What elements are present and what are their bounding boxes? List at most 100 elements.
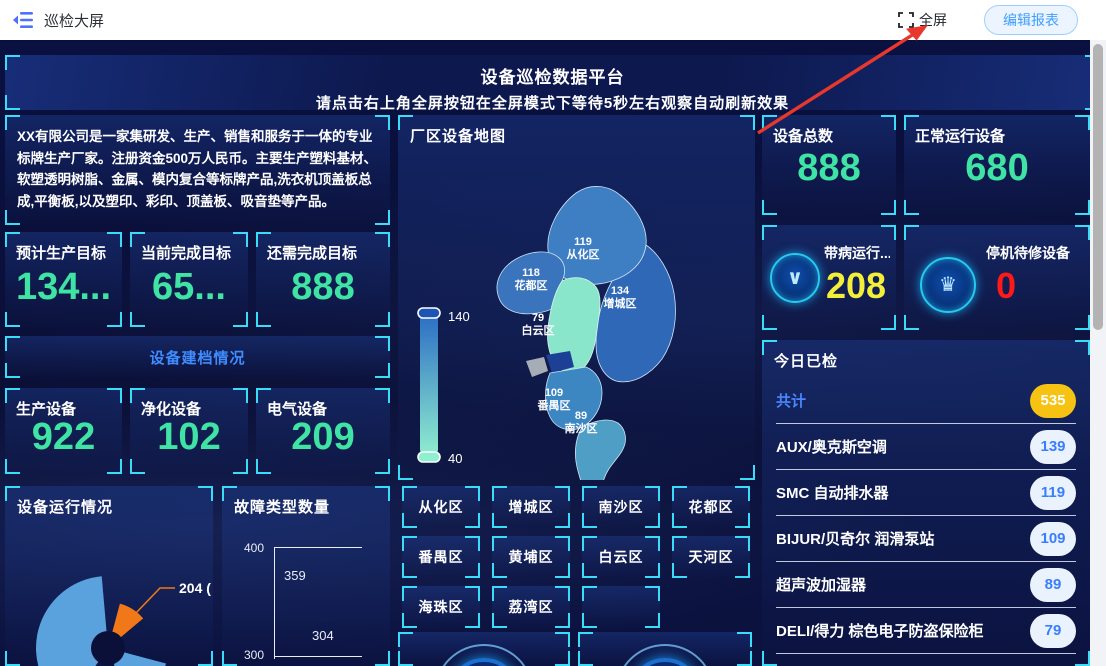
list-item: AUX/奥克斯空调 139 — [776, 424, 1076, 470]
pie-callout-label: 204 ( — [179, 580, 211, 596]
item-name: SMC 自动排水器 — [776, 485, 889, 502]
district-button-nansha[interactable]: 南沙区 — [582, 486, 660, 528]
fullscreen-icon — [898, 12, 914, 28]
map-value-nansha: 89 — [575, 410, 587, 422]
gridline-top — [274, 547, 362, 548]
gauge-panel-left — [398, 632, 570, 666]
card-value: 134... — [15, 266, 112, 308]
map-region-tianhe[interactable] — [546, 351, 574, 373]
card-label: 净化设备 — [141, 401, 202, 418]
card-label: 生产设备 — [16, 401, 77, 418]
district-button-baiyun[interactable]: 白云区 — [582, 536, 660, 578]
card-total-devices: 设备总数 888 — [762, 115, 896, 215]
scale-max-label: 140 — [448, 309, 470, 324]
gauge-panel-right — [578, 632, 752, 666]
district-button-huangpu[interactable]: 黄埔区 — [492, 536, 570, 578]
card-production-devices: 生产设备 922 — [5, 388, 122, 474]
card-value: 209 — [291, 416, 355, 458]
map-value-conghua: 119 — [574, 236, 592, 248]
scale-min-label: 40 — [448, 451, 462, 466]
district-button-empty-slot — [582, 586, 660, 628]
district-button-tianhe[interactable]: 天河区 — [672, 536, 750, 578]
running-pie-chart: 204 ( — [36, 576, 211, 666]
card-value: 65... — [152, 266, 226, 308]
item-name: 超声波加湿器 — [776, 577, 867, 594]
card-label: 设备总数 — [773, 128, 834, 145]
card-label: 还需完成目标 — [267, 245, 358, 262]
map-value-panyu: 109 — [545, 387, 563, 399]
y-axis-max-tick: 400 — [244, 541, 265, 555]
panel-title: 设备运行情况 — [17, 499, 114, 516]
today-checked-panel: 今日已检 共计 535 AUX/奥克斯空调 139 SMC 自动排水器 119 … — [762, 340, 1090, 666]
scale-handle-top[interactable] — [417, 307, 441, 319]
map-name-nansha: 南沙区 — [565, 421, 598, 435]
fullscreen-button[interactable]: 全屏 — [898, 9, 947, 31]
card-value: 888 — [291, 266, 355, 308]
card-value: 0 — [996, 265, 1017, 306]
map-region-zengcheng[interactable] — [595, 244, 676, 383]
card-value: 888 — [797, 147, 861, 189]
list-item-total: 共计 535 — [776, 378, 1076, 424]
card-value: 102 — [157, 416, 221, 458]
card-normal-running: 正常运行设备 680 — [904, 115, 1090, 215]
count-badge: 109 — [1030, 521, 1076, 556]
map-region-nansha[interactable] — [574, 419, 626, 480]
card-current-complete: 当前完成目标 65... — [130, 232, 248, 327]
item-name: DELI/得力 棕色电子防盗保险柜 — [776, 623, 984, 640]
bar-value-label: 304 — [312, 628, 334, 643]
pie-slice-blue-large[interactable] — [36, 576, 108, 666]
chevron-glyph: ∨ — [786, 267, 804, 289]
card-label: 带病运行... — [824, 245, 890, 261]
pie-callout-line — [134, 587, 175, 615]
y-axis-min-tick: 300 — [244, 648, 265, 662]
device-running-status-panel: 设备运行情况 204 ( — [5, 486, 213, 666]
district-button-panyu[interactable]: 番禺区 — [402, 536, 480, 578]
district-button-liwan[interactable]: 荔湾区 — [492, 586, 570, 628]
crown-glyph: ♛ — [939, 274, 957, 296]
map-color-scale[interactable] — [420, 311, 438, 457]
card-running-with-fault: ∨ 带病运行... 208 — [762, 225, 896, 330]
guangzhou-district-map: 140 40 119 从化区 118 花都区 134 增城区 79 白云区 10… — [417, 186, 676, 480]
factory-map-panel: 厂区设备地图 140 40 119 从化区 118 花都区 134 增城区 79… — [398, 115, 755, 480]
pie-hole — [91, 631, 125, 665]
item-name: BIJUR/贝奇尔 润滑泵站 — [776, 531, 935, 548]
list-item: 超声波加湿器 89 — [776, 562, 1076, 608]
count-badge: 535 — [1030, 383, 1076, 418]
district-button-haizhu[interactable]: 海珠区 — [402, 586, 480, 628]
card-label: 预计生产目标 — [16, 245, 107, 262]
card-label: 电气设备 — [267, 401, 328, 418]
card-electric-devices: 电气设备 209 — [256, 388, 390, 474]
card-expected-target: 预计生产目标 134... — [5, 232, 122, 327]
archive-banner[interactable]: 设备建档情况 — [5, 336, 390, 378]
item-name: 共计 — [776, 393, 807, 410]
bar-value-label: 359 — [284, 568, 306, 583]
gridline-bottom — [274, 656, 362, 657]
scale-handle-bottom[interactable] — [417, 451, 441, 463]
map-value-huadu: 118 — [522, 267, 540, 279]
today-checked-list: 共计 535 AUX/奥克斯空调 139 SMC 自动排水器 119 BIJUR… — [776, 378, 1076, 654]
crown-orb-icon: ♛ — [920, 257, 976, 313]
y-axis-line — [274, 547, 275, 659]
district-button-zengcheng[interactable]: 增城区 — [492, 486, 570, 528]
scrollbar-track[interactable] — [1090, 40, 1106, 666]
fullscreen-label: 全屏 — [919, 12, 947, 28]
chevron-down-orb-icon: ∨ — [770, 253, 820, 303]
fold-menu-icon[interactable] — [13, 11, 33, 29]
topbar: 巡检大屏 全屏 编辑报表 — [0, 0, 1106, 40]
dashboard-title: 设备巡检数据平台 — [480, 68, 625, 87]
count-badge: 119 — [1030, 475, 1076, 510]
map-name-conghua: 从化区 — [567, 247, 600, 261]
panel-title: 今日已检 — [774, 353, 839, 370]
map-region-baiyun[interactable] — [547, 277, 601, 374]
district-button-huadu[interactable]: 花都区 — [672, 486, 750, 528]
edit-report-button[interactable]: 编辑报表 — [984, 5, 1078, 35]
card-value: 208 — [826, 265, 887, 306]
company-intro-panel: XX有限公司是一家集研发、生产、销售和服务于一体的专业标牌生产厂家。注册资金50… — [5, 115, 390, 225]
scrollbar-thumb[interactable] — [1093, 44, 1103, 330]
map-region-liwan[interactable] — [526, 357, 548, 377]
panel-title: 故障类型数量 — [234, 499, 331, 516]
item-name: AUX/奥克斯空调 — [776, 439, 887, 456]
count-badge: 139 — [1030, 429, 1076, 464]
map-name-baiyun: 白云区 — [522, 323, 555, 337]
district-button-conghua[interactable]: 从化区 — [402, 486, 480, 528]
